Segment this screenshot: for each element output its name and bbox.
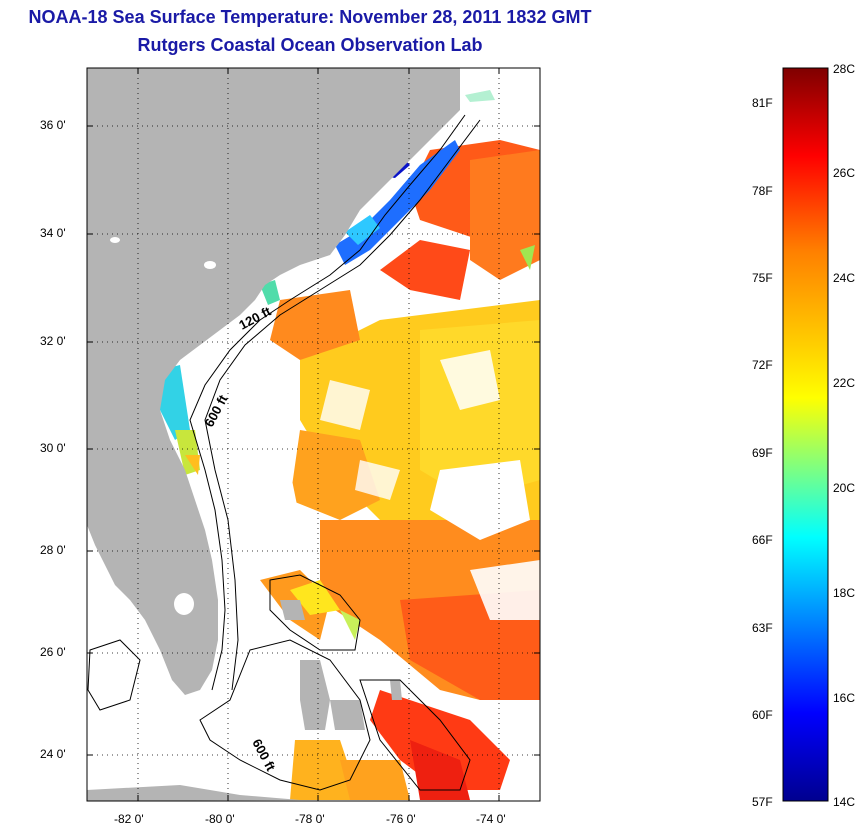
lon-label-78: -78 0' — [295, 812, 325, 826]
lon-label-74: -74 0' — [476, 812, 506, 826]
lat-label-34: 34 0' — [40, 226, 66, 240]
lat-label-24: 24 0' — [40, 747, 66, 761]
cb-f-81: 81F — [752, 96, 773, 110]
cb-f-69: 69F — [752, 446, 773, 460]
cb-f-78: 78F — [752, 184, 773, 198]
lat-label-36: 36 0' — [40, 118, 66, 132]
cb-c-18: 18C — [833, 586, 856, 600]
cb-f-75: 75F — [752, 271, 773, 285]
title-line-1: NOAA-18 Sea Surface Temperature: Novembe… — [28, 7, 592, 27]
cb-c-20: 20C — [833, 481, 856, 495]
sst-field — [87, 68, 540, 801]
title-line-2: Rutgers Coastal Ocean Observation Lab — [137, 35, 483, 55]
cb-c-14: 14C — [833, 795, 856, 809]
lon-label-76: -76 0' — [386, 812, 416, 826]
cb-f-66: 66F — [752, 533, 773, 547]
map-frame — [86, 67, 541, 802]
cb-f-60: 60F — [752, 708, 773, 722]
lat-label-32: 32 0' — [40, 334, 66, 348]
cb-c-24: 24C — [833, 271, 856, 285]
lat-label-30: 30 0' — [40, 441, 66, 455]
cb-f-63: 63F — [752, 621, 773, 635]
cb-c-16: 16C — [833, 691, 856, 705]
lat-label-28: 28 0' — [40, 543, 66, 557]
cb-f-57: 57F — [752, 795, 773, 809]
cb-f-72: 72F — [752, 358, 773, 372]
cb-c-28: 28C — [833, 62, 856, 76]
cb-c-22: 22C — [833, 376, 856, 390]
lon-label-82: -82 0' — [114, 812, 144, 826]
lon-label-80: -80 0' — [205, 812, 235, 826]
cb-c-26: 26C — [833, 166, 856, 180]
lat-label-26: 26 0' — [40, 645, 66, 659]
map-grid — [87, 68, 540, 801]
